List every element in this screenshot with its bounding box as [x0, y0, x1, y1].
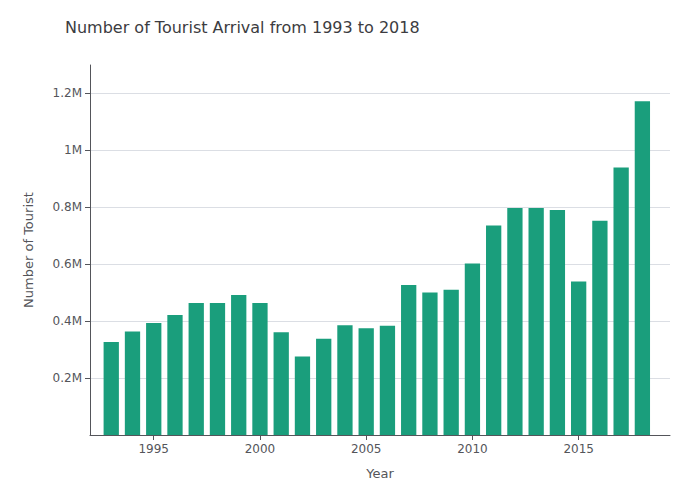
svg-text:2010: 2010: [457, 442, 488, 456]
svg-text:0.2M: 0.2M: [53, 371, 82, 385]
svg-text:1.2M: 1.2M: [53, 86, 82, 100]
svg-text:2000: 2000: [245, 442, 276, 456]
svg-text:2015: 2015: [563, 442, 594, 456]
svg-text:1M: 1M: [64, 143, 82, 157]
svg-text:Number of Tourist: Number of Tourist: [21, 192, 36, 308]
svg-text:0.6M: 0.6M: [53, 257, 82, 271]
svg-text:0.4M: 0.4M: [53, 314, 82, 328]
svg-text:2005: 2005: [351, 442, 382, 456]
svg-text:1995: 1995: [138, 442, 169, 456]
svg-text:Number of Tourist Arrival from: Number of Tourist Arrival from 1993 to 2…: [65, 18, 420, 37]
svg-text:0.8M: 0.8M: [53, 200, 82, 214]
svg-text:Year: Year: [365, 466, 394, 481]
